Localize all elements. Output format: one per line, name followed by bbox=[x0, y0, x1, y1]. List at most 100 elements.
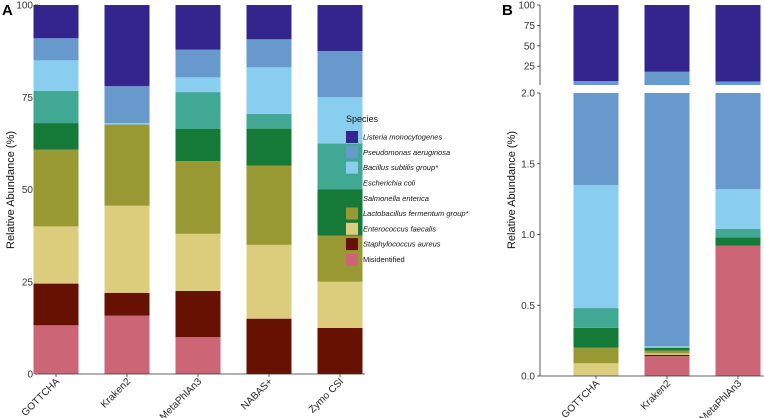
panel-b-y-tick-label: 1.5 bbox=[521, 159, 535, 170]
panel-a-bar-metaphlan3-lactobacillus-fermentum-group bbox=[175, 161, 221, 234]
panel-b-bar-upper-gottcha-listeria-monocytogenes bbox=[573, 5, 619, 82]
panel-a-bar-kraken2-bacillus-subtilis-group bbox=[104, 123, 150, 125]
panel-b-bar-kraken2-misidentified bbox=[644, 356, 690, 376]
legend-swatch-salmonella-enterica bbox=[346, 192, 358, 205]
panel-b-x-tick-label: Kraken2 bbox=[639, 378, 673, 412]
panel-a-bar-metaphlan3-escherichia-coli bbox=[175, 92, 221, 129]
panel-a-bar-nabas-listeria-monocytogenes bbox=[246, 5, 292, 40]
panel-b-y-tick-label: 2.0 bbox=[521, 89, 535, 100]
panel-a-bar-metaphlan3-bacillus-subtilis-group bbox=[175, 77, 221, 93]
legend-label-enterococcus-faecalis: Enterococcus faecalis bbox=[363, 224, 436, 233]
panel-b-bar-kraken2-pseudomonas-aeruginosa bbox=[644, 93, 690, 347]
panel-a-bar-nabas-escherichia-coli bbox=[246, 113, 292, 129]
panel-b-bar-gottcha-salmonella-enterica bbox=[573, 327, 619, 348]
panel-a-bar-gottcha-misidentified bbox=[33, 325, 79, 374]
panel-a-y-tick-label: 0 bbox=[27, 370, 33, 381]
legend-swatch-misidentified bbox=[346, 253, 358, 266]
panel-a-bar-gottcha-enterococcus-faecalis bbox=[33, 226, 79, 284]
panel-b-y-tick-label: 1.0 bbox=[521, 230, 535, 241]
panel-b-bar-gottcha-pseudomonas-aeruginosa bbox=[573, 93, 619, 185]
panel-b-bar-gottcha-escherichia-coli bbox=[573, 308, 619, 328]
panel-a-y-tick-label: 100 bbox=[16, 1, 33, 12]
panel-b-bar-metaphlan3-bacillus-subtilis-group bbox=[715, 189, 761, 229]
panel-a-bar-gottcha-lactobacillus-fermentum-group bbox=[33, 149, 79, 227]
panel-a-y-axis-title: Relative Abundance (%) bbox=[5, 131, 17, 249]
legend-label-lactobacillus-fermentum-group: Lactobacillus fermentum group* bbox=[363, 209, 470, 218]
panel-b-x-tick-label: MetaPhlAn3 bbox=[698, 378, 745, 418]
legend-swatch-staphylococcus-aureus bbox=[346, 238, 358, 251]
panel-a-bar-gottcha-bacillus-subtilis-group bbox=[33, 60, 79, 91]
panel-b: B Relative Abundance (%) 25 50 75 100 0.0 0.5… bbox=[502, 1, 764, 418]
panel-a-bar-metaphlan3-misidentified bbox=[175, 337, 221, 374]
legend-swatch-lactobacillus-fermentum-group bbox=[346, 207, 358, 220]
panel-a-bar-zymo-csi-enterococcus-faecalis bbox=[317, 281, 363, 328]
legend-items: Listeria monocytogenes Pseudomonas aerugi… bbox=[346, 131, 470, 266]
panel-b-bar-upper-metaphlan3-pseudomonas-aeruginosa bbox=[715, 81, 761, 85]
panel-a-bar-kraken2-pseudomonas-aeruginosa bbox=[104, 86, 150, 124]
panel-a-bar-metaphlan3-staphylococcus-aureus bbox=[175, 290, 221, 338]
panel-a: A Relative Abundance (%) 0 25 50 75 100 GOTT… bbox=[2, 1, 365, 418]
panel-a-bars bbox=[33, 5, 363, 374]
panel-a-label: A bbox=[2, 2, 13, 19]
panel-a-bar-zymo-csi-pseudomonas-aeruginosa bbox=[317, 51, 363, 98]
legend-title: Species bbox=[346, 114, 379, 124]
panel-a-bar-metaphlan3-enterococcus-faecalis bbox=[175, 233, 221, 291]
panel-a-bar-kraken2-misidentified bbox=[104, 315, 150, 374]
panel-a-bar-gottcha-salmonella-enterica bbox=[33, 123, 79, 150]
panel-a-x-tick-label: Zymo CSI bbox=[307, 376, 346, 415]
panel-a-y-tick-label: 75 bbox=[22, 93, 34, 104]
legend-label-escherichia-coli: Escherichia coli bbox=[363, 179, 415, 188]
panel-a-x-tick-label: GOTTCHA bbox=[20, 376, 63, 418]
panel-a-bar-nabas-staphylococcus-aureus bbox=[246, 318, 292, 374]
panel-b-bar-kraken2-lactobacillus-fermentum-group bbox=[644, 350, 690, 354]
panel-b-bar-upper-metaphlan3-listeria-monocytogenes bbox=[715, 5, 761, 82]
legend-swatch-bacillus-subtilis-group bbox=[346, 161, 358, 174]
panel-b-bar-upper-kraken2-listeria-monocytogenes bbox=[644, 5, 690, 72]
panel-a-bar-kraken2-staphylococcus-aureus bbox=[104, 292, 150, 316]
legend: Species Listeria monocytogenes Pseudomona… bbox=[346, 114, 470, 266]
panel-b-y-tick-label: 0.0 bbox=[521, 372, 535, 383]
panel-b-bar-upper-gottcha-pseudomonas-aeruginosa bbox=[573, 81, 619, 85]
panel-a-bar-kraken2-listeria-monocytogenes bbox=[104, 5, 150, 87]
panel-b-bar-metaphlan3-misidentified bbox=[715, 245, 761, 376]
legend-swatch-enterococcus-faecalis bbox=[346, 222, 358, 235]
panel-a-bar-metaphlan3-salmonella-enterica bbox=[175, 128, 221, 162]
panel-b-bar-kraken2-enterococcus-faecalis bbox=[644, 353, 690, 355]
panel-a-y-tick-label: 25 bbox=[22, 277, 34, 288]
panel-a-y-tick-label: 50 bbox=[22, 185, 34, 196]
panel-a-bar-gottcha-pseudomonas-aeruginosa bbox=[33, 38, 79, 61]
legend-label-bacillus-subtilis-group: Bacillus subtilis group* bbox=[363, 163, 439, 172]
panel-b-bar-upper-kraken2-pseudomonas-aeruginosa bbox=[644, 71, 690, 85]
legend-label-staphylococcus-aureus: Staphylococcus aureus bbox=[363, 240, 441, 249]
legend-swatch-listeria-monocytogenes bbox=[346, 131, 358, 143]
panel-b-y-tick-label: 50 bbox=[524, 41, 536, 52]
panel-a-bar-kraken2-lactobacillus-fermentum-group bbox=[104, 124, 150, 206]
panel-a-bar-metaphlan3-listeria-monocytogenes bbox=[175, 5, 221, 50]
panel-a-bar-zymo-csi-staphylococcus-aureus bbox=[317, 327, 363, 374]
legend-swatch-escherichia-coli bbox=[346, 176, 358, 189]
panel-a-bar-gottcha-staphylococcus-aureus bbox=[33, 283, 79, 326]
panel-a-bar-metaphlan3-pseudomonas-aeruginosa bbox=[175, 49, 221, 78]
panel-a-x-axis: GOTTCHA Kraken2 MetaPhlAn3 NABAS+ Zymo CSI bbox=[20, 373, 365, 418]
legend-label-pseudomonas-aeruginosa: Pseudomonas aeruginosa bbox=[363, 148, 450, 157]
panel-b-y-tick-label: 25 bbox=[524, 62, 536, 73]
panel-a-x-tick-label: Kraken2 bbox=[99, 376, 133, 410]
panel-b-bar-gottcha-bacillus-subtilis-group bbox=[573, 184, 619, 309]
panel-a-bar-nabas-salmonella-enterica bbox=[246, 128, 292, 166]
panel-a-bar-nabas-lactobacillus-fermentum-group bbox=[246, 165, 292, 245]
panel-b-bar-kraken2-salmonella-enterica bbox=[644, 347, 690, 351]
panel-b-y-axis: 25 50 75 100 0.0 0.5 1.0 1.5 2.0 bbox=[518, 1, 541, 383]
panel-b-bars bbox=[573, 5, 761, 376]
panel-a-bar-nabas-pseudomonas-aeruginosa bbox=[246, 39, 292, 68]
panel-a-x-tick-label: MetaPhlAn3 bbox=[158, 376, 205, 418]
panel-a-bar-zymo-csi-listeria-monocytogenes bbox=[317, 5, 363, 52]
panel-b-y-tick-label: 0.5 bbox=[521, 301, 535, 312]
panel-b-y-tick-label: 75 bbox=[524, 21, 536, 32]
panel-b-x-tick-label: GOTTCHA bbox=[560, 378, 603, 418]
legend-label-salmonella-enterica: Salmonella enterica bbox=[363, 194, 429, 203]
panel-b-bar-metaphlan3-pseudomonas-aeruginosa bbox=[715, 93, 761, 190]
legend-swatch-pseudomonas-aeruginosa bbox=[346, 146, 358, 159]
panel-b-label: B bbox=[502, 2, 513, 19]
